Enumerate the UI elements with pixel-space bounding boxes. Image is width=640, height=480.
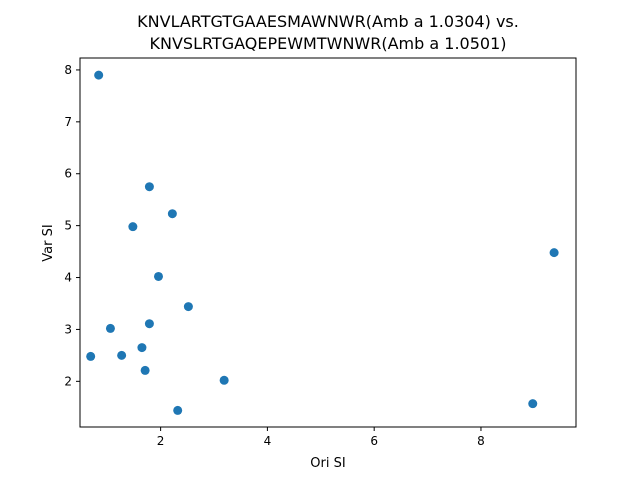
- x-tick-label-1: 4: [264, 434, 272, 448]
- data-point-4: [153, 271, 163, 281]
- data-point-3: [128, 222, 138, 232]
- y-tick-label-1: 3: [64, 322, 72, 336]
- x-tick-label-0: 2: [157, 434, 165, 448]
- y-tick-label-6: 8: [64, 63, 72, 77]
- data-point-15: [549, 248, 559, 258]
- plot-frame: [79, 57, 577, 428]
- x-axis-ticks: 2 4 6 8: [157, 427, 485, 448]
- y-axis-label: Var SI: [41, 224, 56, 261]
- data-points: [86, 70, 559, 415]
- data-point-5: [183, 302, 193, 312]
- data-point-8: [137, 343, 147, 353]
- x-tick-label-2: 6: [370, 434, 378, 448]
- y-tick-label-3: 5: [64, 219, 72, 233]
- data-point-0: [94, 70, 104, 80]
- data-point-12: [219, 375, 229, 385]
- data-point-9: [86, 351, 96, 361]
- y-tick-label-2: 4: [64, 271, 72, 285]
- data-point-7: [105, 323, 115, 333]
- data-point-2: [167, 209, 177, 219]
- x-tick-label-3: 8: [477, 434, 485, 448]
- y-tick-label-0: 2: [64, 374, 72, 388]
- data-point-11: [140, 365, 150, 375]
- data-point-10: [117, 350, 127, 360]
- chart-title-line-1: KNVLARTGTGAAESMAWNWR(Amb a 1.0304) vs.: [137, 12, 519, 31]
- data-point-13: [173, 405, 183, 415]
- y-axis-ticks: 2 3 4 5 6 7 8: [64, 63, 80, 388]
- y-tick-label-4: 6: [64, 167, 72, 181]
- data-point-14: [528, 399, 538, 409]
- data-point-6: [144, 319, 154, 329]
- data-point-1: [144, 182, 154, 192]
- x-axis-label: Ori SI: [310, 456, 345, 471]
- y-tick-label-5: 7: [64, 115, 72, 129]
- chart-title-line-2: KNVSLRTGAQEPEWMTWNWR(Amb a 1.0501): [150, 34, 507, 53]
